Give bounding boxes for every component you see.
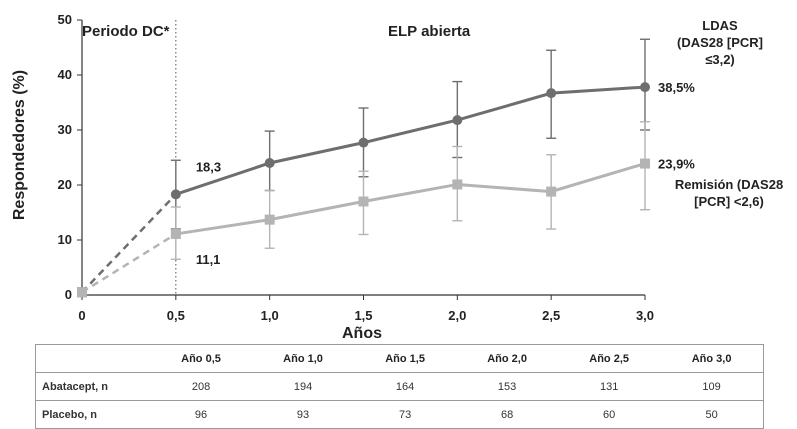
table-cell: 93 xyxy=(252,400,355,429)
series-line xyxy=(175,162,646,236)
data-label: 23,9% xyxy=(658,157,695,172)
y-tick-label: 20 xyxy=(58,177,72,192)
series-dashed-segment xyxy=(81,232,177,294)
series-dashed-segment xyxy=(81,193,177,294)
data-point-marker xyxy=(452,179,463,190)
table-header: Año 2,0 xyxy=(456,344,559,373)
y-tick-label: 10 xyxy=(58,232,72,247)
data-point-marker xyxy=(170,189,181,200)
x-tick-label: 3,0 xyxy=(636,308,654,323)
table-cell: 68 xyxy=(456,400,559,429)
data-point-marker xyxy=(358,196,369,207)
line-chart: 0 10 20 30 40 50 0 0,5 1,0 1,5 2,0 2,5 3,0 18,3 38,5%… xyxy=(11,12,783,342)
table-cell: 208 xyxy=(150,372,253,401)
table-header-row: Año 0,5 Año 1,0 Año 1,5 Año 2,0 Año 2,5 … xyxy=(35,344,764,373)
data-point-marker xyxy=(264,214,275,225)
table-header: Año 2,5 xyxy=(558,344,661,373)
table-cell: 109 xyxy=(660,372,764,401)
row-label: Abatacept, n xyxy=(35,372,150,401)
series-name-label: [PCR] <2,6) xyxy=(694,194,764,209)
table-row: Placebo, n 96 93 73 68 60 50 xyxy=(35,400,764,429)
table-cell: 96 xyxy=(150,400,253,429)
y-tick-label: 0 xyxy=(65,287,72,302)
series-name-label: LDAS xyxy=(702,18,738,33)
series-2 xyxy=(77,121,650,298)
data-point-marker xyxy=(640,158,650,169)
table-cell: 50 xyxy=(660,400,764,429)
series-line xyxy=(175,85,646,196)
table-cell: 153 xyxy=(456,372,559,401)
table-header: Año 1,0 xyxy=(252,344,355,373)
table-header: Año 3,0 xyxy=(660,344,764,373)
data-point-marker xyxy=(358,137,369,148)
period-dc-label: Periodo DC* xyxy=(82,23,170,40)
data-point-marker xyxy=(640,82,650,93)
table-cell: 131 xyxy=(558,372,661,401)
series-name-label: (DAS28 [PCR] xyxy=(677,35,763,50)
x-tick-label: 2,5 xyxy=(542,308,560,323)
table-cell: 194 xyxy=(252,372,355,401)
y-tick-label: 50 xyxy=(58,12,72,27)
patients-at-risk-table: Año 0,5 Año 1,0 Año 1,5 Año 2,0 Año 2,5 … xyxy=(35,344,764,429)
y-tick-label: 30 xyxy=(58,122,72,137)
data-label: 11,1 xyxy=(196,252,221,267)
x-tick-label: 1,5 xyxy=(354,308,372,323)
x-tick-label: 1,0 xyxy=(261,308,279,323)
data-point-marker xyxy=(77,287,87,298)
series-name-label: Remisión (DAS28 xyxy=(675,177,783,192)
series-name-label: ≤3,2) xyxy=(705,52,735,67)
x-tick-label: 0,5 xyxy=(167,308,185,323)
label-layer: 18,3 38,5% LDAS (DAS28 [PCR] ≤3,2) 11,1 23,9% R… xyxy=(196,18,783,267)
data-point-marker xyxy=(546,88,557,99)
table-header: Año 0,5 xyxy=(150,344,253,373)
table-cell: 73 xyxy=(354,400,457,429)
data-point-marker xyxy=(546,186,557,197)
data-point-marker xyxy=(264,158,275,168)
table-cell: 60 xyxy=(558,400,661,429)
series-1 xyxy=(77,38,650,298)
y-tick-label: 40 xyxy=(58,67,72,82)
data-point-marker xyxy=(170,228,181,239)
data-label: 38,5% xyxy=(658,80,695,95)
x-axis-title: Años xyxy=(342,325,382,342)
x-tick-label: 2,0 xyxy=(448,308,466,323)
table-cell: 164 xyxy=(354,372,457,401)
data-point-marker xyxy=(452,115,463,126)
table-row: Abatacept, n 208 194 164 153 131 109 xyxy=(35,372,764,401)
x-tick-label: 0 xyxy=(78,308,85,323)
table-header: Año 1,5 xyxy=(354,344,457,373)
y-axis-title: Respondedores (%) xyxy=(11,70,28,220)
period-elp-label: ELP abierta xyxy=(388,23,471,40)
series-layer xyxy=(77,38,650,298)
row-label: Placebo, n xyxy=(35,400,150,429)
table-corner xyxy=(35,344,150,373)
data-label: 18,3 xyxy=(196,159,221,174)
chart-axes: 0 10 20 30 40 50 0 0,5 1,0 1,5 2,0 2,5 3,0 xyxy=(58,12,655,323)
